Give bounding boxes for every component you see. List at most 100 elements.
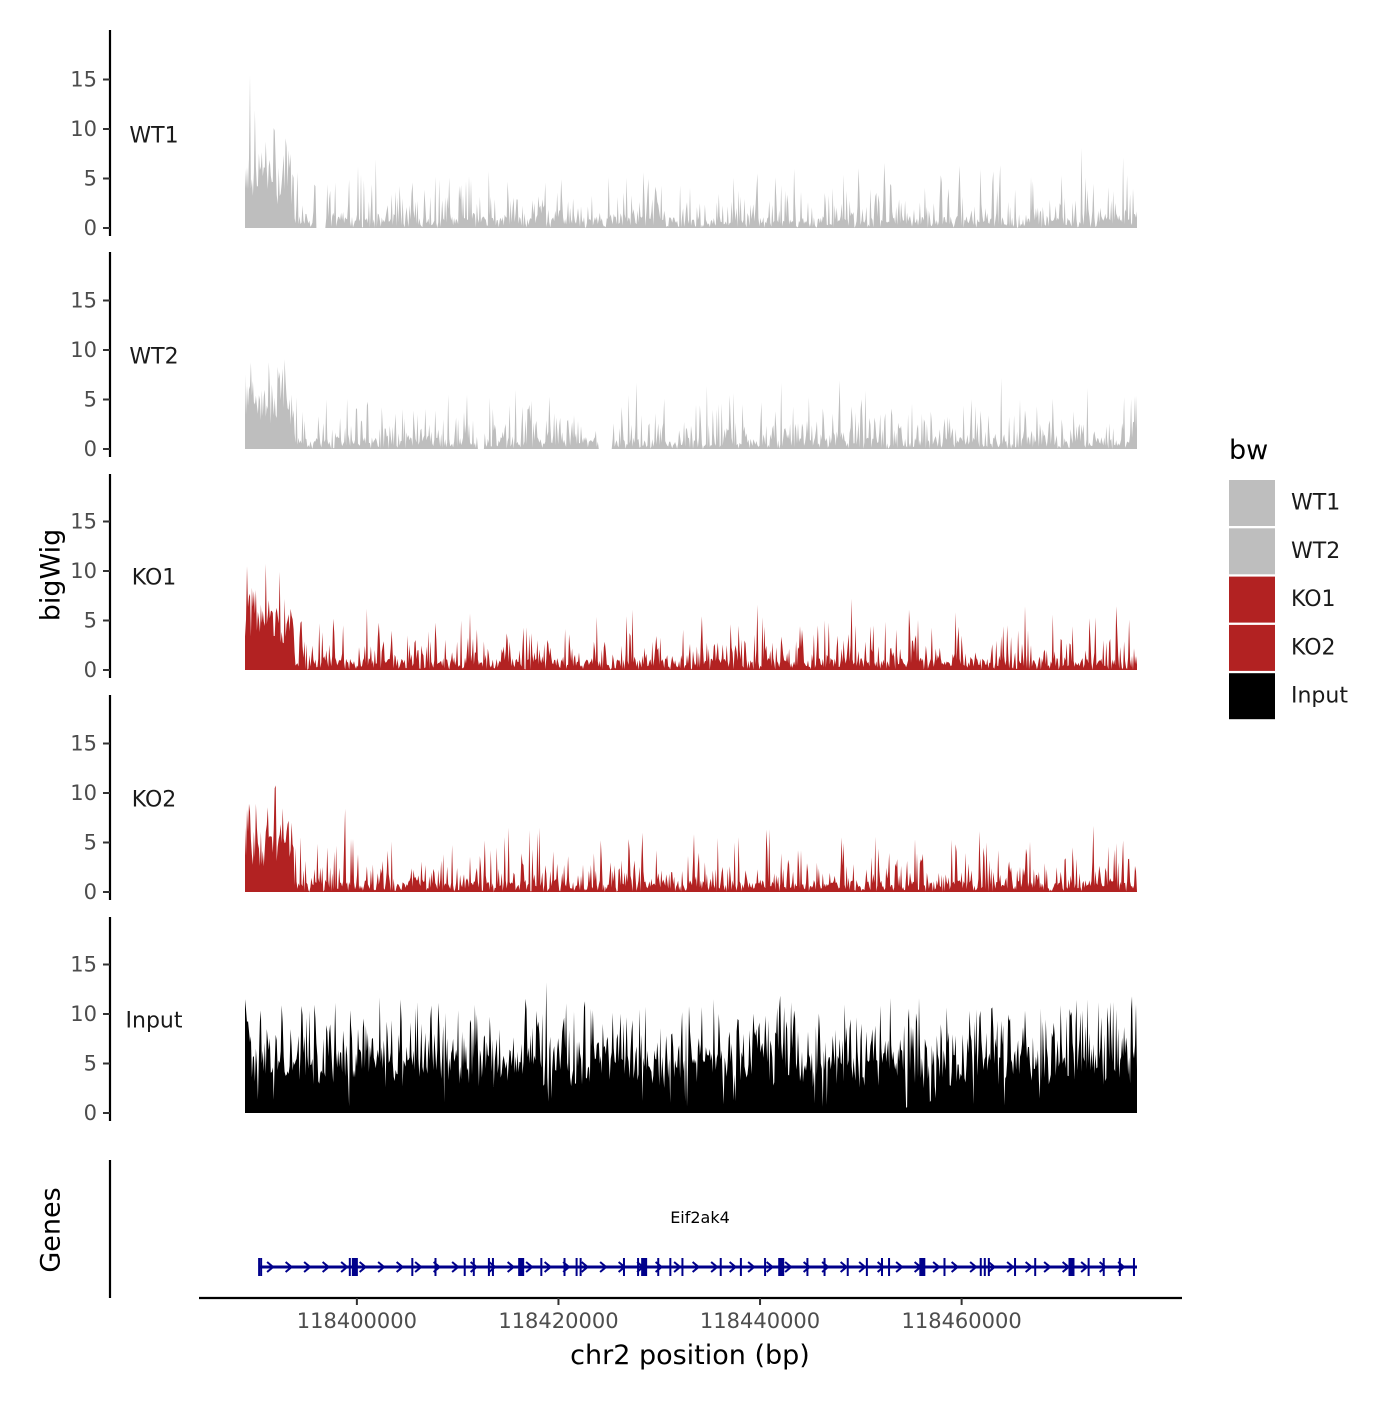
strand-arrow: [469, 1261, 479, 1273]
strand-arrow: [599, 1261, 608, 1273]
track-label-wt1: WT1: [129, 123, 178, 148]
gene-exon: [778, 1258, 785, 1276]
gene-exon: [637, 1258, 640, 1276]
gene-exon: [846, 1258, 849, 1276]
legend-swatch-ko2: [1229, 624, 1275, 671]
gene-exon: [1102, 1258, 1105, 1276]
y-tick-label: 5: [84, 1052, 97, 1076]
gene-exon: [463, 1258, 466, 1276]
track-wt1: 0 5 10 15 WT1: [70, 30, 1137, 240]
strand-arrow: [987, 1261, 997, 1273]
track-ko2: 0 5 10 15 KO2: [70, 695, 1137, 904]
y-tick-label: 0: [84, 1101, 97, 1125]
y-tick-label: 15: [70, 732, 97, 756]
signal-area-ko2: [245, 785, 1137, 892]
strand-arrow: [543, 1261, 553, 1273]
strand-arrow: [451, 1261, 460, 1273]
gene-exon: [764, 1258, 767, 1276]
gene-exon: [258, 1258, 261, 1276]
y-tick-label: 0: [84, 880, 97, 904]
gene-exon: [260, 1258, 263, 1276]
legend-label-ko1: KO1: [1291, 587, 1336, 612]
gene-track: Genes Eif2ak4: [36, 1160, 1137, 1298]
strand-arrow: [747, 1261, 756, 1273]
strand-arrow: [1006, 1261, 1015, 1273]
strand-arrow: [1043, 1261, 1052, 1273]
gene-exon: [411, 1258, 414, 1276]
strand-arrow: [691, 1261, 701, 1273]
track-label-input: Input: [126, 1008, 183, 1033]
gene-exon: [987, 1258, 990, 1276]
strand-arrow: [414, 1261, 423, 1273]
strand-arrow: [876, 1261, 886, 1273]
track-wt2: 0 5 10 15 WT2: [70, 252, 1137, 461]
strand-arrow: [728, 1261, 738, 1273]
strand-arrow: [266, 1261, 275, 1273]
strand-arrow: [321, 1261, 331, 1273]
strand-arrow: [525, 1261, 534, 1273]
legend-title: bw: [1229, 435, 1268, 466]
strand-arrow: [839, 1261, 849, 1273]
signal-area-wt1: [245, 75, 1137, 228]
gene-name-label: Eif2ak4: [670, 1208, 730, 1227]
tracks-layer: 0 5 10 15 WT1 0 5 10 15 WT2 0 5 10 15 KO1 0 5 10 15 KO2 0 5 10…: [70, 30, 1137, 1125]
gene-exon: [1068, 1258, 1075, 1276]
legend-label-wt2: WT2: [1291, 539, 1340, 564]
gene-exon: [823, 1258, 826, 1276]
gene-exon: [681, 1258, 684, 1276]
strand-arrow: [1024, 1261, 1034, 1273]
y-tick-label: 10: [70, 338, 97, 362]
signal-area-input: [245, 982, 1137, 1113]
strand-arrow: [358, 1261, 368, 1273]
y-axis-title: bigWig: [36, 529, 67, 622]
gene-exon: [641, 1258, 648, 1276]
gene-exon: [622, 1258, 625, 1276]
legend-label-input: Input: [1291, 684, 1348, 709]
gene-exon: [1014, 1258, 1017, 1276]
x-tick-label: 118460000: [901, 1309, 1021, 1333]
gene-exon: [351, 1258, 358, 1276]
gene-exon: [880, 1258, 883, 1276]
strand-arrow: [710, 1261, 719, 1273]
legend-swatch-input: [1229, 673, 1275, 720]
genes-axis-label: Genes: [36, 1187, 67, 1272]
strand-arrow: [377, 1261, 386, 1273]
y-tick-label: 0: [84, 437, 97, 461]
legend-swatch-ko1: [1229, 576, 1275, 623]
legend-swatch-wt1: [1229, 480, 1275, 526]
track-ko1: 0 5 10 15 KO1: [70, 474, 1137, 682]
y-tick-label: 5: [84, 167, 97, 191]
gene-exon: [1132, 1258, 1135, 1276]
gene-exon: [1087, 1258, 1090, 1276]
track-input: 0 5 10 15 Input: [70, 917, 1137, 1125]
gene-exon: [1034, 1258, 1037, 1276]
signal-area-ko1: [245, 563, 1137, 670]
gene-exon: [1118, 1258, 1121, 1276]
gene-exon: [487, 1258, 490, 1276]
y-tick-label: 10: [70, 781, 97, 805]
strand-arrow: [1098, 1261, 1108, 1273]
gene-exon: [657, 1258, 660, 1276]
legend-label-ko2: KO2: [1291, 635, 1336, 660]
gene-exon: [888, 1258, 891, 1276]
gene-exon: [434, 1258, 437, 1276]
strand-arrow: [858, 1261, 867, 1273]
gene-exon: [540, 1258, 543, 1276]
strand-arrow: [765, 1261, 775, 1273]
x-axis: chr2 position (bp) 118400000 118420000 118…: [199, 1296, 1182, 1371]
strand-arrow: [932, 1261, 941, 1273]
legend: bw WT1 WT2 KO1 KO2 Input: [1229, 435, 1348, 720]
gene-exon: [348, 1258, 351, 1276]
x-tick-label: 118420000: [498, 1309, 618, 1333]
strand-arrow: [802, 1261, 812, 1273]
track-label-ko1: KO1: [132, 565, 177, 590]
strand-arrow: [895, 1261, 904, 1273]
strand-arrow: [340, 1261, 349, 1273]
gene-exon: [739, 1258, 742, 1276]
x-tick-label: 118440000: [700, 1309, 820, 1333]
strand-arrow: [506, 1261, 516, 1273]
gene-exon: [865, 1258, 868, 1276]
gene-exon: [979, 1258, 982, 1276]
